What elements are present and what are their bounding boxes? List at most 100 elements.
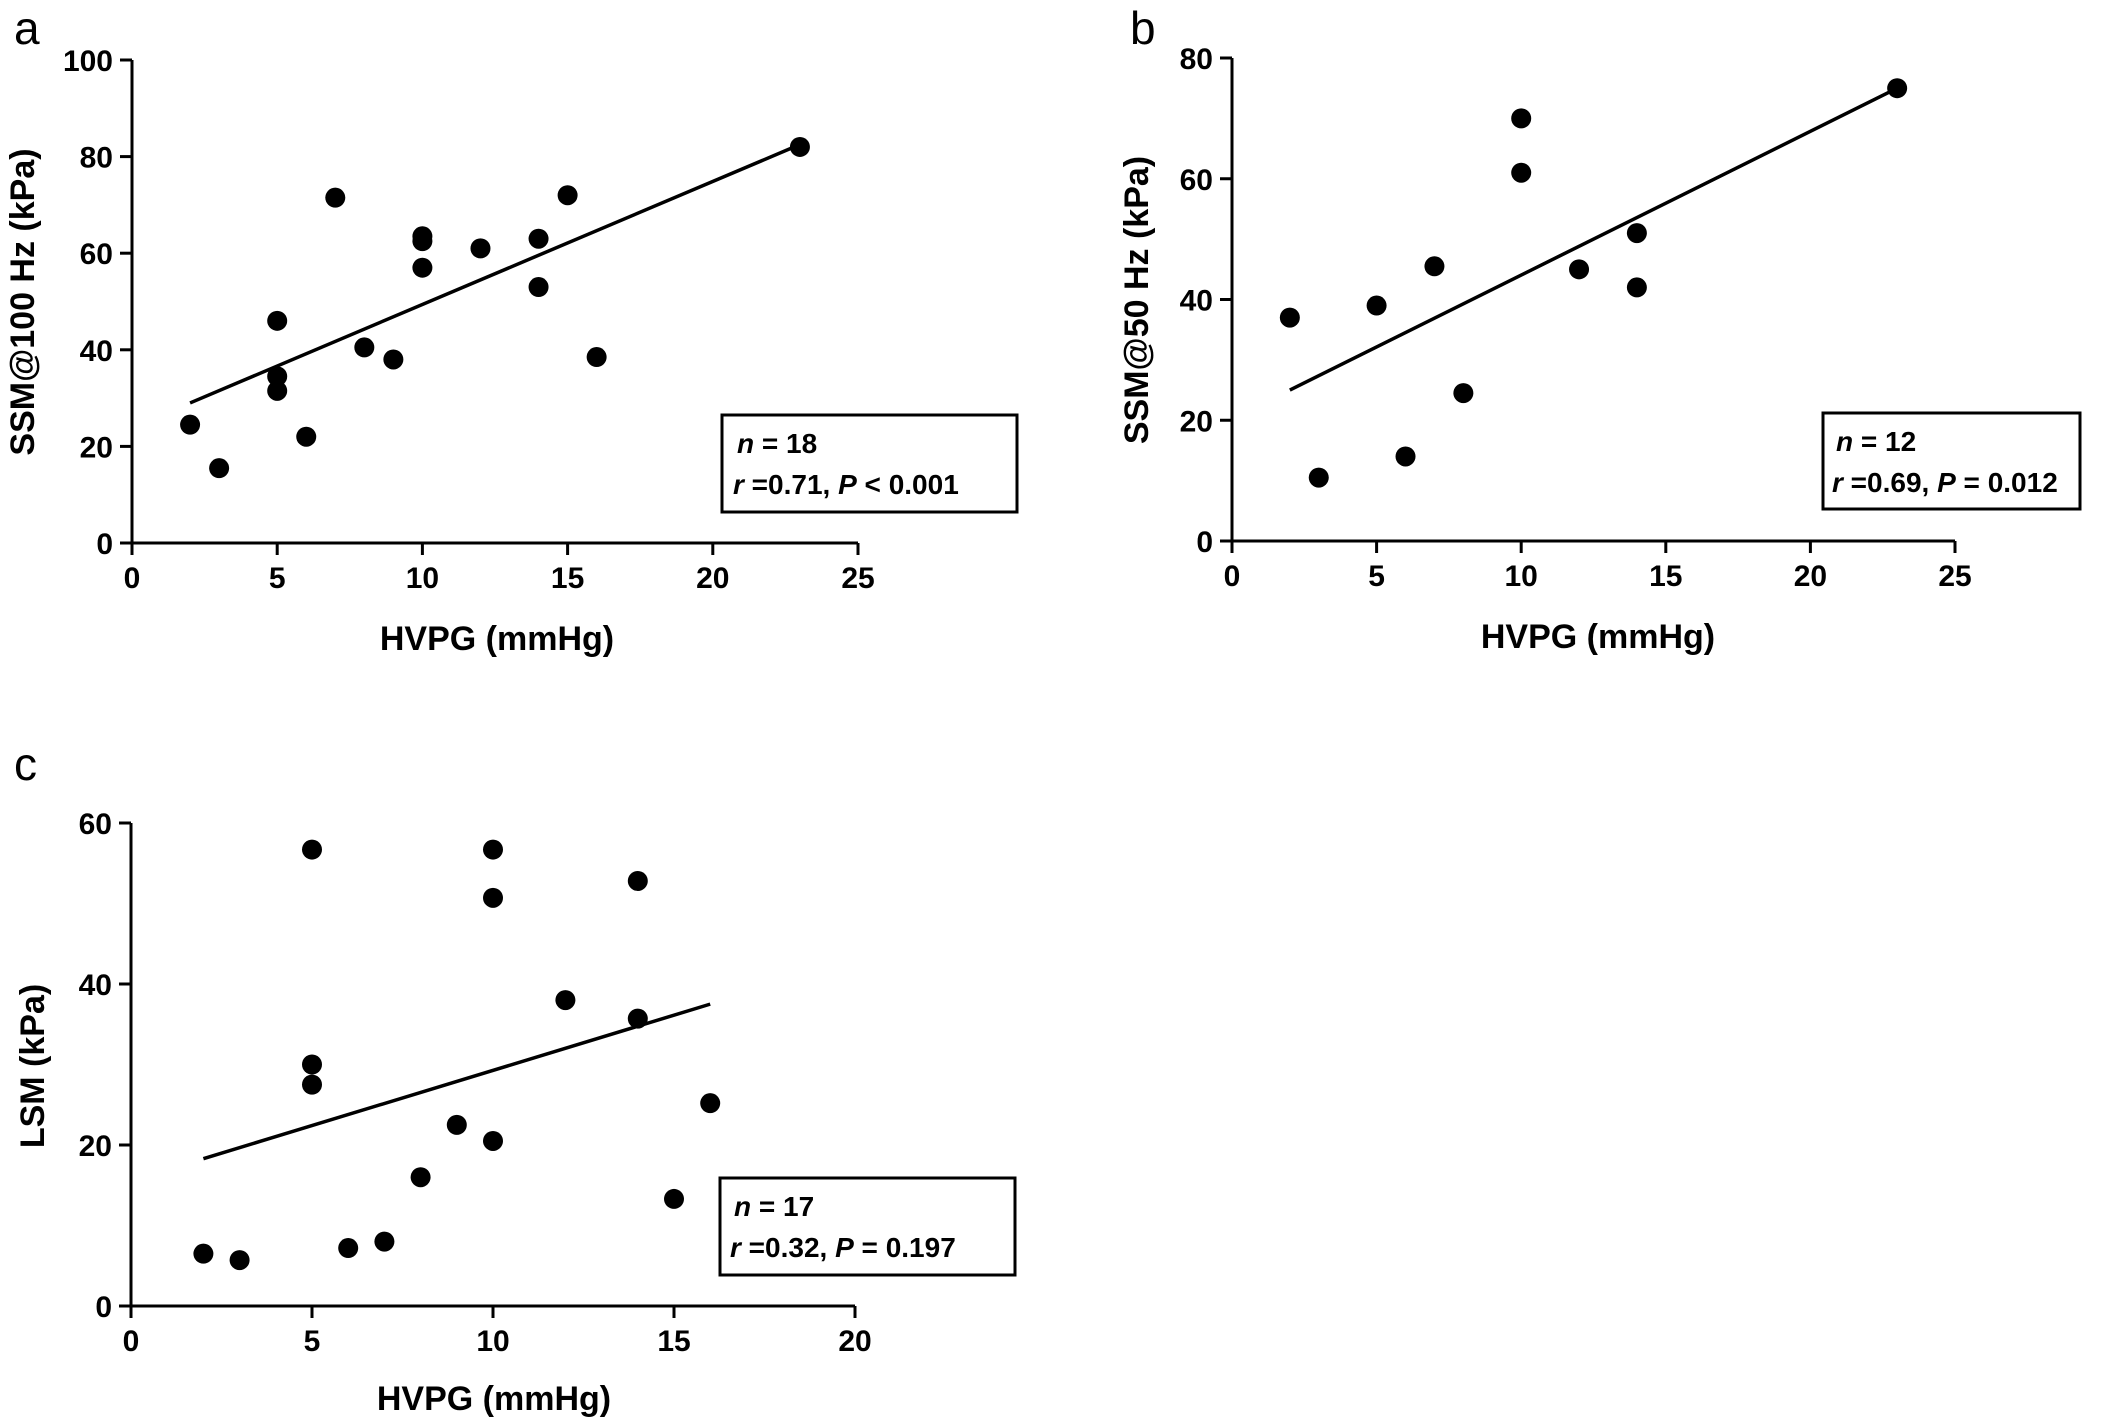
panel-c-regression-line xyxy=(202,1002,711,1161)
panel-b-x-tick-label: 15 xyxy=(1649,560,1682,593)
panel-c-data-point xyxy=(374,1231,395,1252)
panel-a-x-tick-label: 5 xyxy=(269,562,286,595)
panel-a-y-tick-label: 40 xyxy=(80,335,113,368)
panel-b-data-point xyxy=(1424,256,1445,277)
panel-c-points xyxy=(193,839,721,1271)
panel-b-data-point xyxy=(1511,108,1532,129)
panel-b-y-axis-title: SSM@50 Hz (kPa) xyxy=(1118,156,1156,444)
panel-b-data-point xyxy=(1626,223,1647,244)
panel-c-data-point xyxy=(555,990,576,1011)
panel-b-y-tick-label: 80 xyxy=(1180,43,1213,76)
panel-b-data-point xyxy=(1395,446,1416,467)
panel-c-y-tick-label: 20 xyxy=(79,1130,112,1163)
panel-c-data-point xyxy=(302,839,322,860)
panel-a-data-point xyxy=(789,136,810,157)
panel-b-y-tick-label: 40 xyxy=(1180,285,1213,318)
panel-a-y-tick-label: 60 xyxy=(80,238,113,271)
panel-c-fit xyxy=(202,1002,711,1161)
panel-c-stat-r-p: r =0.32, P = 0.197 xyxy=(730,1232,956,1263)
panel-b-stat-n: n = 12 xyxy=(1836,426,1916,457)
panel-b-p-label: P xyxy=(1937,467,1956,498)
panel-a-stats-border xyxy=(720,413,1019,514)
panel-c-data-point xyxy=(302,1074,322,1095)
panel-a-x-axis-title: HVPG (mmHg) xyxy=(380,620,614,658)
panel-b-data-point xyxy=(1511,162,1532,183)
panel-c-letter: c xyxy=(14,738,37,790)
panel-a-data-point xyxy=(267,380,288,401)
panel-a-y-tick-label: 100 xyxy=(63,45,113,78)
panel-b-stats-border xyxy=(1821,411,2082,511)
panel-a-data-point xyxy=(267,310,288,331)
panel-c-data-point xyxy=(483,839,503,860)
panel-b-p-value: = 0.012 xyxy=(1956,467,2058,498)
panel-a-data-point xyxy=(354,337,375,358)
panel-a-y-axis-title: SSM@100 Hz (kPa) xyxy=(4,148,42,455)
panel-a-points xyxy=(180,136,810,479)
panel-c-p-value: = 0.197 xyxy=(854,1232,956,1263)
panel-c-y-tick-label: 60 xyxy=(79,808,112,841)
panel-a-r-value: =0.71, xyxy=(744,469,838,500)
panel-c-data-point xyxy=(627,870,648,891)
panel-c-n-label: n xyxy=(734,1191,751,1222)
panel-b-stat-r-p: r =0.69, P = 0.012 xyxy=(1832,467,2058,498)
panel-c-stats-border xyxy=(718,1176,1017,1277)
panel-c-data-point xyxy=(483,887,503,908)
panel-a-n-label: n xyxy=(737,428,754,459)
panel-a-x-tick-label: 20 xyxy=(696,562,729,595)
panel-a-x-tick-label: 0 xyxy=(124,562,141,595)
panel-c-r-label: r xyxy=(730,1232,743,1263)
panel-b-data-point xyxy=(1366,295,1387,316)
panel-c-data-point xyxy=(700,1093,721,1114)
panel-a-scatter-plot: a 0 5 10 15 20 25 0 20 40 60 80 100 HVPG (mmHg) SSM… xyxy=(4,2,1019,658)
panel-a-x-tick-label: 15 xyxy=(551,562,584,595)
panel-c-data-point xyxy=(664,1188,684,1209)
panel-a-data-point xyxy=(383,349,404,370)
panel-c-data-point xyxy=(302,1054,322,1075)
panel-c-x-tick-label: 10 xyxy=(476,1325,509,1358)
panel-b-points xyxy=(1279,78,1908,488)
panel-a-stat-n: n = 18 xyxy=(737,428,817,459)
panel-c-data-point xyxy=(193,1243,214,1264)
panel-c-y-axis-title: LSM (kPa) xyxy=(14,984,52,1148)
panel-c-n-value: = 17 xyxy=(751,1191,814,1222)
panel-b-data-point xyxy=(1308,467,1329,488)
panel-a-fit xyxy=(189,142,801,405)
panel-c-data-point xyxy=(483,1130,503,1151)
panel-a-data-point xyxy=(296,426,317,447)
panel-c-stat-n: n = 17 xyxy=(734,1191,814,1222)
panel-a-n-value: = 18 xyxy=(754,428,817,459)
panel-b-x-tick-label: 5 xyxy=(1368,560,1385,593)
panel-a-y-tick-label: 20 xyxy=(80,431,113,464)
panel-b-axes: 0 5 10 15 20 25 0 20 40 60 80 xyxy=(1180,43,1972,593)
panel-b-fit xyxy=(1289,86,1898,392)
panel-b-n-label: n xyxy=(1836,426,1853,457)
panel-b-data-point xyxy=(1626,277,1647,298)
panel-a-data-point xyxy=(586,347,607,368)
panel-b-n-value: = 12 xyxy=(1853,426,1916,457)
panel-b-data-point xyxy=(1569,259,1590,280)
panel-b-x-tick-label: 10 xyxy=(1505,560,1538,593)
panel-a-x-tick-label: 25 xyxy=(841,562,874,595)
panel-b-r-value: =0.69, xyxy=(1843,467,1937,498)
panel-c-p-label: P xyxy=(835,1232,854,1263)
panel-b-regression-line xyxy=(1289,86,1898,392)
panel-a-stat-r-p: r =0.71, P < 0.001 xyxy=(733,469,959,500)
panel-b-x-tick-label: 20 xyxy=(1794,560,1827,593)
panel-a-data-point xyxy=(412,231,433,252)
panel-a-data-point xyxy=(325,187,346,208)
panel-b-letter: b xyxy=(1130,2,1156,54)
panel-a-data-point xyxy=(267,366,288,387)
panel-a-regression-line xyxy=(189,142,801,405)
panel-a-data-point xyxy=(528,277,549,298)
panel-a-y-tick-label: 80 xyxy=(80,142,113,175)
panel-c-x-tick-label: 20 xyxy=(838,1325,871,1358)
panel-b-y-tick-label: 20 xyxy=(1180,405,1213,438)
panel-b-y-tick-label: 60 xyxy=(1180,164,1213,197)
panel-b-data-point xyxy=(1279,307,1300,328)
panel-c-data-point xyxy=(446,1114,467,1135)
panel-a-data-point xyxy=(528,228,549,249)
panel-c-r-value: =0.32, xyxy=(741,1232,835,1263)
panel-b-stats-box: n = 12 r =0.69, P = 0.012 xyxy=(1821,411,2082,511)
